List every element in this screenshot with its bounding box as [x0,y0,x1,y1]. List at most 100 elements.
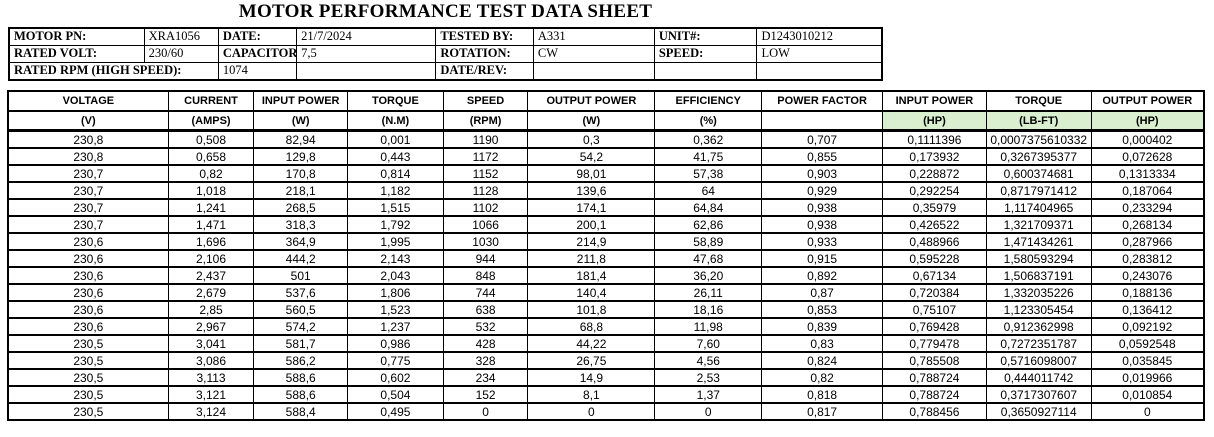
data-cell: 1,123305454 [985,300,1092,319]
data-cell: 3,121 [167,385,255,404]
header-info-table: MOTOR PN: XRA1056 DATE: 21/7/2024 TESTED BY:… [8,27,883,81]
info-row: MOTOR PN: XRA1056 DATE: 21/7/2024 TESTED BY:… [8,27,883,46]
test-data-section: VOLTAGE CURRENT INPUT POWER TORQUE SPEED OUTP… [7,90,1205,421]
info-value: 230/60 [143,45,219,63]
data-cell: 0,83 [761,334,884,353]
data-cell: 0,3717307607 [985,385,1092,404]
data-cell: 7,60 [654,334,763,353]
data-cell: 230,5 [7,334,169,353]
data-cell: 64,84 [654,198,763,217]
data-cell: 0,788724 [882,385,987,404]
data-cell: 0 [1090,402,1205,421]
data-cell: 2,043 [347,266,444,285]
data-cell: 230,6 [7,266,169,285]
data-cell: 0,814 [347,164,444,183]
data-cell: 586,2 [253,351,349,370]
data-cell: 0,853 [761,300,884,319]
test-data-table-head: VOLTAGE CURRENT INPUT POWER TORQUE SPEED OUTP… [7,90,1205,132]
table-row: 230,6 2,106 444,2 2,143 944 211,8 47,68 0,915 0,… [7,249,1205,268]
data-cell: 0,769428 [882,317,987,336]
data-cell: 0,775 [347,351,444,370]
info-label: CAPACITOR: [217,45,298,63]
column-unit: (W) [527,110,656,132]
table-row: 230,6 2,967 574,2 1,237 532 68,8 11,98 0,839 0,7… [7,317,1205,336]
data-cell: 0,824 [761,351,884,370]
column-unit: (V) [7,110,169,132]
data-cell: 3,124 [167,402,255,421]
data-cell: 0,019966 [1090,368,1205,387]
data-cell: 638 [442,300,529,319]
info-label: RATED VOLT: [8,45,145,63]
column-header: POWER FACTOR [761,90,884,112]
data-cell: 230,5 [7,402,169,421]
data-cell: 0,8717971412 [985,181,1092,200]
data-cell: 58,89 [654,232,763,251]
data-cell: 0,788724 [882,368,987,387]
data-cell: 537,6 [253,283,349,302]
info-label: MOTOR PN: [8,27,145,46]
data-cell: 588,6 [253,368,349,387]
column-unit: (W) [253,110,349,132]
data-cell: 0,602 [347,368,444,387]
data-cell: 1,37 [654,385,763,404]
data-cell: 532 [442,317,529,336]
data-cell: 1,580593294 [985,249,1092,268]
info-row: RATED VOLT: 230/60 CAPACITOR: 7,5 ROTATION: C… [8,45,883,63]
data-cell: 230,5 [7,351,169,370]
data-cell: 230,6 [7,283,169,302]
table-row: 230,7 1,471 318,3 1,792 1066 200,1 62,86 0,938 0… [7,215,1205,234]
table-row: 230,7 1,018 218,1 1,182 1128 139,6 64 0,929 0,29… [7,181,1205,200]
data-cell: 0,0592548 [1090,334,1205,353]
data-cell: 1,018 [167,181,255,200]
data-cell: 0,818 [761,385,884,404]
table-row: 230,6 2,679 537,6 1,806 744 140,4 26,11 0,87 0,7… [7,283,1205,302]
data-cell: 18,16 [654,300,763,319]
data-cell: 0,3267395377 [985,147,1092,166]
data-cell: 44,22 [527,334,656,353]
data-cell: 0,3 [527,129,656,149]
data-cell: 0,785508 [882,351,987,370]
data-cell: 1102 [442,198,529,217]
data-cell: 0,839 [761,317,884,336]
data-cell: 0,87 [761,283,884,302]
data-cell: 0,915 [761,249,884,268]
data-cell: 14,9 [527,368,656,387]
data-cell: 2,967 [167,317,255,336]
column-unit-row: (V) (AMPS) (W) (N.M) (RPM) (W) (%) (HP) (LB-FT)(… [7,110,1205,132]
data-cell: 4,56 [654,351,763,370]
column-header: OUTPUT POWER [1090,90,1205,112]
info-value: 21/7/2024 [296,27,437,46]
info-label: ROTATION: [435,45,534,63]
table-row: 230,6 2,437 501 2,043 848 181,4 36,20 0,892 0,67… [7,266,1205,285]
data-cell: 230,6 [7,249,169,268]
info-row: RATED RPM (HIGH SPEED): 1074 DATE/REV: [8,62,883,81]
data-cell: 588,4 [253,402,349,421]
data-cell: 0,228872 [882,164,987,183]
column-header: INPUT POWER [882,90,987,112]
data-cell: 0,817 [761,402,884,421]
data-cell: 0,243076 [1090,266,1205,285]
data-cell: 3,041 [167,334,255,353]
data-cell: 101,8 [527,300,656,319]
data-cell: 41,75 [654,147,763,166]
data-cell: 1,995 [347,232,444,251]
data-cell: 47,68 [654,249,763,268]
data-cell: 0,938 [761,215,884,234]
info-value: 1074 [217,62,298,81]
data-cell: 0,000402 [1090,129,1205,149]
data-cell: 0,092192 [1090,317,1205,336]
data-cell: 139,6 [527,181,656,200]
data-cell: 501 [253,266,349,285]
data-cell: 1,515 [347,198,444,217]
column-name-row: VOLTAGE CURRENT INPUT POWER TORQUE SPEED OUTP… [7,90,1205,112]
data-cell: 234 [442,368,529,387]
data-cell: 364,9 [253,232,349,251]
data-cell: 1152 [442,164,529,183]
info-label: DATE: [217,27,298,46]
data-cell: 0,855 [761,147,884,166]
data-cell: 230,6 [7,232,169,251]
info-label: UNIT#: [653,27,758,46]
data-cell: 36,20 [654,266,763,285]
data-cell: 588,6 [253,385,349,404]
column-unit-highlighted: (HP) [1090,110,1205,132]
